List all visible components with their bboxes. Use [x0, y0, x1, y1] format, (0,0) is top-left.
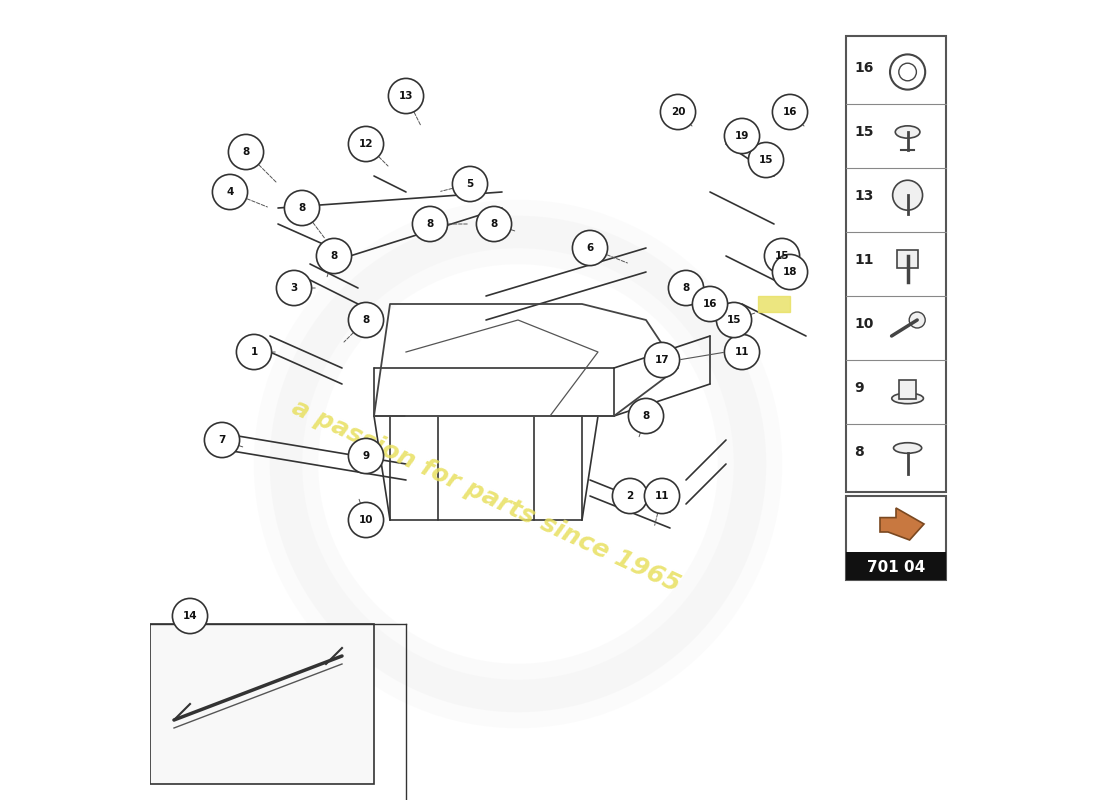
Text: 8: 8 — [642, 411, 650, 421]
Text: 20: 20 — [671, 107, 685, 117]
Circle shape — [388, 78, 424, 114]
Text: 3: 3 — [290, 283, 298, 293]
Circle shape — [276, 270, 311, 306]
FancyBboxPatch shape — [846, 36, 946, 492]
Text: 8: 8 — [330, 251, 338, 261]
Text: 8: 8 — [298, 203, 306, 213]
Polygon shape — [758, 296, 790, 312]
FancyBboxPatch shape — [898, 250, 918, 268]
Text: 16: 16 — [783, 107, 798, 117]
Text: 6: 6 — [586, 243, 594, 253]
Circle shape — [476, 206, 512, 242]
Circle shape — [412, 206, 448, 242]
Text: 4: 4 — [227, 187, 233, 197]
Text: 8: 8 — [427, 219, 433, 229]
Circle shape — [349, 438, 384, 474]
Circle shape — [229, 134, 264, 170]
FancyBboxPatch shape — [899, 380, 916, 399]
Text: 15: 15 — [727, 315, 741, 325]
Circle shape — [692, 286, 727, 322]
Text: 15: 15 — [854, 125, 873, 139]
Text: 19: 19 — [735, 131, 749, 141]
Circle shape — [173, 598, 208, 634]
Text: 17: 17 — [654, 355, 669, 365]
FancyBboxPatch shape — [150, 624, 374, 784]
Text: 11: 11 — [854, 253, 873, 267]
Circle shape — [716, 302, 751, 338]
Circle shape — [613, 478, 648, 514]
Ellipse shape — [892, 393, 923, 404]
Text: 15: 15 — [774, 251, 790, 261]
Circle shape — [349, 502, 384, 538]
FancyBboxPatch shape — [846, 552, 946, 580]
Text: 14: 14 — [183, 611, 197, 621]
Circle shape — [725, 334, 760, 370]
Circle shape — [349, 126, 384, 162]
Text: 16: 16 — [703, 299, 717, 309]
Text: 16: 16 — [854, 61, 873, 75]
Circle shape — [572, 230, 607, 266]
Circle shape — [669, 270, 704, 306]
Text: 13: 13 — [398, 91, 414, 101]
Text: 7: 7 — [218, 435, 226, 445]
Text: 9: 9 — [854, 381, 864, 395]
Text: 8: 8 — [491, 219, 497, 229]
Polygon shape — [880, 508, 924, 540]
Circle shape — [910, 312, 925, 328]
Circle shape — [772, 254, 807, 290]
Text: 18: 18 — [783, 267, 798, 277]
Circle shape — [236, 334, 272, 370]
Circle shape — [660, 94, 695, 130]
Text: 1: 1 — [251, 347, 257, 357]
Circle shape — [285, 190, 320, 226]
Circle shape — [452, 166, 487, 202]
Text: 2: 2 — [626, 491, 634, 501]
Text: 5: 5 — [466, 179, 474, 189]
FancyBboxPatch shape — [846, 496, 946, 580]
Ellipse shape — [893, 442, 922, 454]
Text: 701 04: 701 04 — [867, 561, 925, 575]
Circle shape — [748, 142, 783, 178]
Circle shape — [764, 238, 800, 274]
Text: 9: 9 — [362, 451, 370, 461]
Text: 10: 10 — [854, 317, 873, 331]
Text: 8: 8 — [242, 147, 250, 157]
Circle shape — [205, 422, 240, 458]
Text: 13: 13 — [854, 189, 873, 203]
Text: 11: 11 — [735, 347, 749, 357]
Text: 12: 12 — [359, 139, 373, 149]
Circle shape — [645, 478, 680, 514]
Circle shape — [892, 180, 923, 210]
Text: 8: 8 — [682, 283, 690, 293]
Circle shape — [212, 174, 248, 210]
Text: 8: 8 — [362, 315, 370, 325]
Circle shape — [349, 302, 384, 338]
Text: 15: 15 — [759, 155, 773, 165]
Text: 10: 10 — [359, 515, 373, 525]
Text: 8: 8 — [854, 445, 864, 459]
Circle shape — [645, 342, 680, 378]
Text: a passion for parts since 1965: a passion for parts since 1965 — [288, 395, 684, 597]
Circle shape — [725, 118, 760, 154]
Circle shape — [317, 238, 352, 274]
Ellipse shape — [895, 126, 920, 138]
Text: 11: 11 — [654, 491, 669, 501]
Circle shape — [772, 94, 807, 130]
Circle shape — [628, 398, 663, 434]
